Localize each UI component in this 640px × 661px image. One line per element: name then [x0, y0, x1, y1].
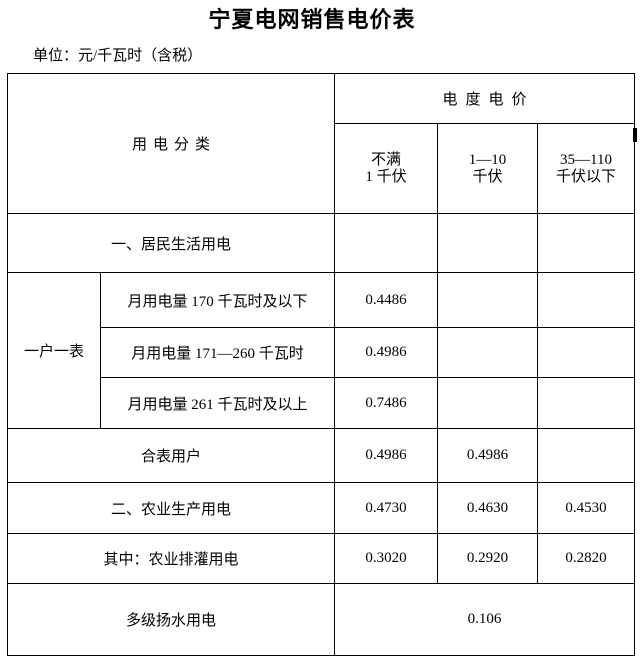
price-cell-combined-1-10kv: 0.4986 [437, 428, 539, 483]
price-cell-agricultural-under1kv: 0.4730 [334, 482, 439, 534]
label-cell-residential: 一、居民生活用电 [6, 213, 336, 273]
voltage-label-line1: 不满 [371, 151, 402, 168]
price-cell-tier3-under1kv: 0.7486 [334, 377, 439, 429]
price-cell-tier2-35-110kv [537, 327, 636, 378]
table-row-agricultural: 二、农业生产用电 0.4730 0.4630 0.4530 [6, 482, 636, 534]
label-cell-tier2: 月用电量 171—260 千瓦时 [99, 327, 336, 378]
table-row-tier3: 月用电量 261 千瓦时及以上 0.7486 [8, 377, 636, 429]
table-row-pumping: 多级扬水用电 0.106 [6, 583, 636, 656]
price-cell-combined-35-110kv [537, 428, 636, 483]
header-cell-voltage-1-10kv: 1—10 千伏 [437, 123, 539, 214]
voltage-label: 1—10 千伏 [439, 151, 537, 186]
price-cell-tier1-35-110kv [537, 272, 636, 328]
table-row-header-group: 用电分类 电度电价 [6, 73, 636, 214]
group-cell-single-household-meter: 一户一表 [7, 272, 101, 429]
price-cell-tier2-under1kv: 0.4986 [334, 327, 439, 378]
price-cell-residential-under1kv [334, 213, 439, 273]
header-cell-price-group: 电度电价 [334, 73, 636, 124]
price-cell-tier3-35-110kv [537, 377, 636, 429]
header-cell-voltage-under-1kv: 不满 1 千伏 [334, 123, 439, 214]
table-row-irrigation: 其中：农业排灌用电 0.3020 0.2920 0.2820 [6, 533, 636, 584]
voltage-label-line2: 千伏以下 [556, 168, 617, 185]
header-cell-classification: 用电分类 [6, 73, 336, 214]
price-cell-agricultural-35-110kv: 0.4530 [537, 482, 636, 534]
label-cell-tier1: 月用电量 170 千瓦时及以下 [99, 272, 336, 328]
price-cell-irrigation-1-10kv: 0.2920 [437, 533, 539, 584]
price-cell-tier2-1-10kv [437, 327, 539, 378]
price-cell-tier3-1-10kv [437, 377, 539, 429]
voltage-label-line1: 1—10 [468, 151, 507, 168]
electricity-price-table: 用电分类 电度电价 不满 1 千伏 1—10 千伏 [6, 73, 636, 656]
label-cell-agricultural: 二、农业生产用电 [6, 482, 336, 534]
table-row-tier1: 一户一表 月用电量 170 千瓦时及以下 0.4486 [7, 272, 636, 429]
price-cell-pumping-merged: 0.106 [334, 583, 636, 656]
price-cell-irrigation-35-110kv: 0.2820 [537, 533, 636, 584]
price-cell-tier1-under1kv: 0.4486 [334, 272, 439, 328]
label-cell-pumping: 多级扬水用电 [6, 583, 336, 656]
price-cell-residential-1-10kv [437, 213, 539, 273]
header-cell-voltage-35-110kv: 35—110 千伏以下 [537, 123, 636, 214]
table-row-combined-meter: 合表用户 0.4986 0.4986 [6, 428, 636, 483]
unit-note: 单位：元/千瓦时（含税） [33, 48, 203, 64]
table-row-residential: 一、居民生活用电 [6, 213, 636, 273]
price-cell-agricultural-1-10kv: 0.4630 [437, 482, 539, 534]
voltage-label-line1: 35—110 [560, 151, 612, 168]
price-cell-residential-35-110kv [537, 213, 636, 273]
voltage-label-line2: 千伏 [472, 168, 503, 185]
table-row-voltage-levels: 不满 1 千伏 1—10 千伏 35—110 千伏以下 [8, 123, 636, 214]
label-cell-irrigation: 其中：农业排灌用电 [6, 533, 336, 584]
voltage-label: 不满 1 千伏 [336, 151, 437, 186]
table-row-tier2: 月用电量 171—260 千瓦时 0.4986 [8, 327, 636, 378]
price-cell-combined-under1kv: 0.4986 [334, 428, 439, 483]
voltage-label: 35—110 千伏以下 [539, 151, 634, 186]
label-cell-combined-meter: 合表用户 [6, 428, 336, 483]
right-edge-marker [633, 128, 637, 142]
voltage-label-line2: 1 千伏 [365, 168, 407, 185]
price-cell-irrigation-under1kv: 0.3020 [334, 533, 439, 584]
page-title: 宁夏电网销售电价表 [208, 7, 416, 32]
price-cell-tier1-1-10kv [437, 272, 539, 328]
label-cell-tier3: 月用电量 261 千瓦时及以上 [99, 377, 336, 429]
